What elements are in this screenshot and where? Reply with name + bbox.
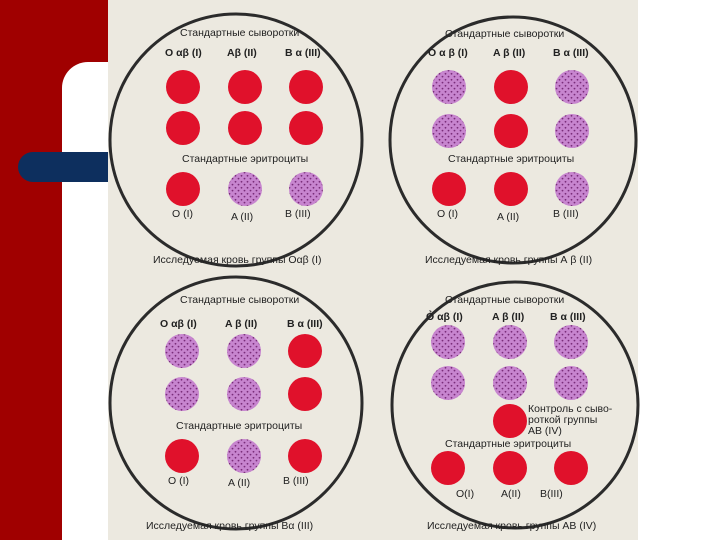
clear-drop	[494, 114, 528, 148]
agglutinated-erythrocyte-drop	[228, 172, 262, 206]
clear-erythrocyte-drop	[494, 172, 528, 206]
slide-border	[390, 280, 640, 530]
agglutinated-drop	[432, 70, 466, 104]
sera-label-a: A β (II)	[225, 318, 257, 330]
clear-erythrocyte-drop	[493, 451, 527, 485]
erythro-label-b: B(III)	[540, 488, 563, 500]
sera-title: Стандартные сыворотки	[180, 294, 299, 306]
agglutinated-erythrocyte-drop	[227, 439, 261, 473]
agglutinated-drop	[555, 70, 589, 104]
agglutinated-drop	[165, 377, 199, 411]
slide-q1: Стандартные сыворотки О αβ (I) Aβ (II) B…	[108, 12, 364, 268]
erythro-label-a: A(II)	[501, 488, 521, 500]
slide-border	[108, 12, 364, 268]
agglutinated-drop	[431, 366, 465, 400]
agglutinated-drop	[431, 325, 465, 359]
clear-drop	[228, 111, 262, 145]
sera-title: Стандартные сыворотки	[445, 294, 564, 306]
sera-label-b: B α (III)	[285, 47, 321, 59]
erythro-label-b: B (III)	[283, 475, 309, 487]
quadrant-caption: Исследуемая кровь группы АВ (IV)	[427, 520, 596, 532]
clear-erythrocyte-drop	[288, 439, 322, 473]
sera-label-a: Aβ (II)	[227, 47, 257, 59]
erythro-label-o: O (I)	[437, 208, 458, 220]
control-label-line2: роткой группы	[528, 414, 597, 426]
quadrant-caption: Исследуемая кровь группы Оαβ (I)	[153, 254, 322, 266]
erythro-label-a: A (II)	[228, 477, 250, 489]
sera-label-o: О αβ (I)	[165, 47, 202, 59]
quadrant-caption: Исследуемая кровь группы Вα (III)	[146, 520, 313, 532]
clear-erythrocyte-drop	[165, 439, 199, 473]
erythro-label-b: B (III)	[285, 208, 311, 220]
agglutinated-drop	[554, 366, 588, 400]
slide-q4: Стандартные сыворотки Ỏ αβ (I) A β (II) …	[390, 280, 640, 532]
erythro-title: Стандартные эритроциты	[182, 153, 308, 165]
erythro-label-o: O (I)	[172, 208, 193, 220]
clear-drop	[289, 111, 323, 145]
clear-drop	[228, 70, 262, 104]
erythro-label-a: A (II)	[497, 211, 519, 223]
erythro-title: Стандартные эритроциты	[176, 420, 302, 432]
sera-label-a: A β (II)	[492, 311, 524, 323]
sera-label-a: A β (II)	[493, 47, 525, 59]
sera-label-o: O α β (I)	[428, 47, 468, 59]
agglutinated-drop	[165, 334, 199, 368]
erythro-label-b: B (III)	[553, 208, 579, 220]
agglutinated-drop	[432, 114, 466, 148]
erythro-title: Стандартные эритроциты	[445, 438, 571, 450]
erythro-title: Стандартные эритроциты	[448, 153, 574, 165]
sera-label-b: B α (III)	[287, 318, 323, 330]
agglutinated-erythrocyte-drop	[555, 172, 589, 206]
agglutinated-drop	[227, 377, 261, 411]
sera-title: Стандартные сыворотки	[180, 27, 299, 39]
erythro-label-o: O (I)	[168, 475, 189, 487]
sera-title: Стандартные сыворотки	[445, 28, 564, 40]
control-label-line1: Контроль с сыво-	[528, 403, 613, 415]
clear-drop	[288, 334, 322, 368]
control-label-line3: AB (IV)	[528, 425, 562, 437]
clear-drop	[288, 377, 322, 411]
sera-label-b: B α (III)	[553, 47, 589, 59]
slide-border	[108, 275, 364, 531]
agglutinated-drop	[554, 325, 588, 359]
clear-erythrocyte-drop	[432, 172, 466, 206]
sera-label-o: Ỏ αβ (I)	[426, 310, 463, 323]
clear-drop	[166, 111, 200, 145]
sera-label-o: O αβ (I)	[160, 318, 197, 330]
erythro-label-a: A (II)	[231, 211, 253, 223]
clear-erythrocyte-drop	[554, 451, 588, 485]
agglutinated-drop	[493, 325, 527, 359]
clear-drop	[166, 70, 200, 104]
slide-border	[388, 15, 638, 265]
sera-label-b: B α (III)	[550, 311, 586, 323]
agglutinated-drop	[227, 334, 261, 368]
clear-drop	[289, 70, 323, 104]
control-drop	[493, 404, 527, 438]
slide-q2: Стандартные сыворотки O α β (I) A β (II)…	[388, 15, 638, 266]
agglutinated-erythrocyte-drop	[289, 172, 323, 206]
agglutinated-drop	[493, 366, 527, 400]
clear-erythrocyte-drop	[166, 172, 200, 206]
clear-drop	[494, 70, 528, 104]
quadrant-caption: Исследуемая кровь группы А β (II)	[425, 254, 592, 266]
erythro-label-o: O(I)	[456, 488, 474, 500]
clear-erythrocyte-drop	[431, 451, 465, 485]
agglutinated-drop	[555, 114, 589, 148]
slide-q3: Стандартные сыворотки O αβ (I) A β (II) …	[108, 275, 364, 532]
